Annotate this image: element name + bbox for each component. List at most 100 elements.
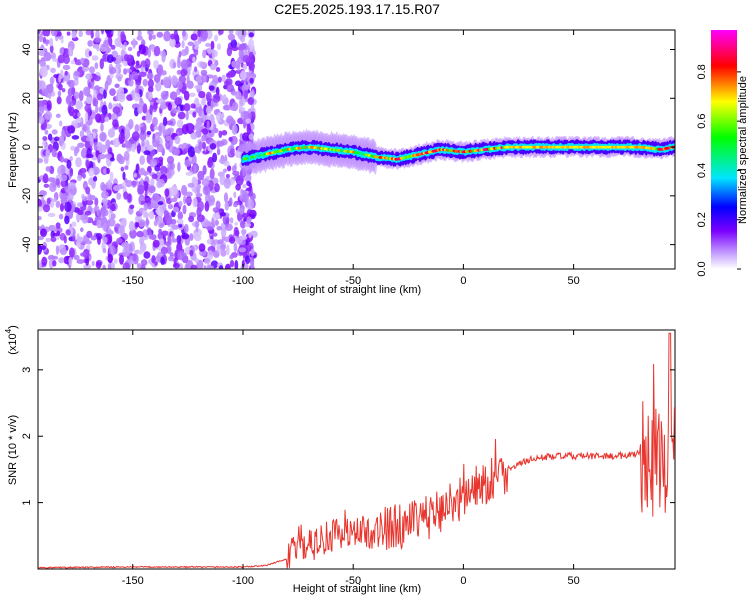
heatmap-speckle (69, 101, 76, 106)
heatmap-speckle (60, 69, 64, 79)
heatmap-speckle (68, 46, 72, 57)
heatmap-speckle (218, 30, 224, 35)
heatmap-y-ticks: -40 -20 0 20 40 (21, 43, 675, 253)
heatmap-speckle (77, 112, 81, 118)
heatmap-speckle (59, 202, 65, 212)
heatmap-speckle (38, 33, 43, 43)
heatmap-speckle (64, 215, 70, 225)
heatmap-speckle (92, 43, 100, 49)
heatmap-speckle (68, 79, 75, 89)
heatmap-speckle (211, 48, 216, 59)
heatmap-speckle (132, 253, 137, 262)
heatmap-speckle (60, 38, 64, 44)
heatmap-speckle (229, 217, 234, 224)
heatmap-speckle (167, 203, 174, 210)
heatmap-speckle (94, 62, 99, 70)
heatmap-speckle (96, 92, 104, 101)
heatmap-speckle (154, 165, 161, 172)
heatmap-speckle (164, 214, 173, 226)
heatmap-speckle (109, 157, 115, 162)
heatmap-speckle (114, 227, 118, 232)
colorbar-tick-label: 0.8 (696, 64, 708, 79)
heatmap-speckle (104, 80, 109, 92)
heatmap-speckle (85, 96, 93, 105)
heatmap-speckle (55, 245, 60, 256)
heatmap-speckle (56, 235, 60, 240)
heatmap-speckle (81, 193, 85, 200)
heatmap-speckle (129, 204, 135, 210)
heatmap-speckle (131, 180, 137, 186)
heatmap-speckle (136, 263, 142, 269)
heatmap-speckle (56, 230, 61, 237)
heatmap-panel: -150 -100 -50 0 50 -40 -20 0 20 40 Height of str… (7, 29, 676, 296)
heatmap-speckle (89, 195, 96, 201)
heatmap-speckle (44, 111, 52, 120)
heatmap-speckle (195, 75, 203, 84)
heatmap-speckle (187, 146, 196, 158)
heatmap-speckle (181, 40, 185, 49)
heatmap-speckle (47, 133, 53, 141)
heatmap-speckle (113, 258, 118, 264)
heatmap-speckle (170, 185, 178, 196)
heatmap-speckle (242, 55, 250, 63)
heatmap-speckle (58, 257, 65, 264)
heatmap-speckle (59, 47, 65, 55)
heatmap-speckle (187, 182, 196, 188)
heatmap-speckle (155, 134, 161, 141)
heatmap-speckle (212, 212, 221, 220)
heatmap-speckle (85, 159, 90, 169)
heatmap-speckle (171, 232, 175, 239)
heatmap-speckle (240, 70, 247, 81)
heatmap-speckle (91, 55, 99, 61)
heatmap-speckle (181, 232, 190, 240)
heatmap-speckle (193, 48, 199, 56)
heatmap-speckle (70, 60, 76, 65)
heatmap-speckle (120, 31, 126, 41)
heatmap-speckle (182, 204, 187, 215)
heatmap-speckle (166, 155, 175, 165)
heatmap-speckle (105, 181, 114, 190)
heatmap-speckle (85, 73, 93, 80)
heatmap-speckle (189, 92, 196, 98)
heatmap-speckle (47, 212, 56, 218)
heatmap-speckle (64, 70, 68, 76)
heatmap-speckle (59, 120, 63, 127)
heatmap-speckle (122, 262, 130, 269)
heatmap-speckle (250, 102, 255, 114)
heatmap-speckle (246, 123, 251, 135)
heatmap-speckle (152, 103, 158, 110)
heatmap-x-tick-label: -150 (122, 275, 144, 287)
heatmap-speckle (160, 256, 165, 266)
heatmap-speckle (239, 194, 244, 200)
heatmap-speckle (164, 188, 170, 197)
heatmap-speckle (250, 248, 255, 257)
heatmap-speckle (149, 158, 158, 168)
heatmap-speckle (61, 195, 68, 203)
heatmap-speckle (69, 156, 73, 162)
heatmap-speckle (39, 190, 47, 197)
heatmap-speckle (50, 230, 55, 239)
heatmap-speckle (208, 85, 215, 91)
heatmap-speckle (45, 149, 51, 158)
heatmap-speckle (136, 230, 144, 238)
heatmap-speckle (75, 100, 83, 110)
heatmap-speckle (59, 248, 68, 256)
heatmap-speckle (201, 178, 210, 187)
heatmap-speckle (212, 239, 220, 245)
heatmap-speckle (148, 91, 153, 101)
heatmap-speckle (152, 116, 158, 127)
heatmap-speckle (77, 209, 84, 215)
heatmap-speckle (112, 137, 121, 148)
heatmap-speckle (229, 236, 236, 244)
heatmap-speckle (110, 44, 116, 50)
heatmap-speckle (205, 105, 212, 115)
heatmap-speckle (231, 165, 237, 173)
heatmap-speckle (146, 72, 154, 80)
heatmap-speckle (216, 242, 222, 253)
heatmap-speckle (61, 129, 66, 139)
heatmap-speckle (100, 181, 106, 192)
heatmap-speckle (102, 264, 106, 269)
heatmap-speckle (170, 197, 178, 203)
heatmap-speckle (123, 129, 131, 140)
heatmap-speckle (64, 201, 72, 213)
